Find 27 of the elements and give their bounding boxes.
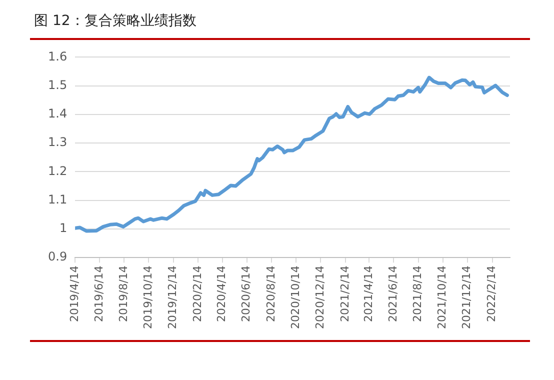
y-tick-label: 1.3: [48, 135, 68, 150]
x-tick-label: 2022/2/14: [485, 266, 498, 322]
x-tick-label: 2021/10/14: [436, 266, 449, 330]
y-tick-label: 1.6: [48, 49, 68, 64]
x-tick-label: 2020/4/14: [215, 266, 228, 322]
x-tick-label: 2021/2/14: [338, 266, 352, 322]
y-tick-label: 0.9: [48, 250, 68, 264]
x-tick-label: 2020/6/14: [240, 266, 253, 322]
x-tick-label: 2020/10/14: [288, 266, 302, 330]
x-tick-label: 2021/8/14: [411, 266, 424, 322]
x-tick-label: 2020/12/14: [313, 266, 326, 330]
y-tick-label: 1.4: [48, 106, 68, 121]
y-tick-label: 1: [59, 221, 68, 236]
x-tick-label: 2021/4/14: [362, 266, 376, 322]
x-tick-label: 2019/8/14: [117, 266, 130, 322]
x-tick-label: 2020/8/14: [264, 266, 278, 322]
x-tick-label: 2021/12/14: [460, 266, 474, 330]
y-tick-label: 1.5: [48, 78, 68, 92]
x-tick-label: 2021/6/14: [386, 266, 400, 322]
y-tick-label: 1.2: [48, 164, 68, 178]
x-tick-label: 2019/12/14: [166, 266, 180, 330]
x-tick-label: 2020/2/14: [191, 266, 204, 322]
y-tick-label: 1.1: [48, 192, 68, 206]
x-tick-label: 2019/4/14: [68, 266, 81, 322]
x-tick-label: 2019/6/14: [92, 266, 106, 322]
chart-title: 图 12：复合策略业绩指数: [34, 12, 196, 30]
x-tick-label: 2019/10/14: [142, 266, 155, 330]
